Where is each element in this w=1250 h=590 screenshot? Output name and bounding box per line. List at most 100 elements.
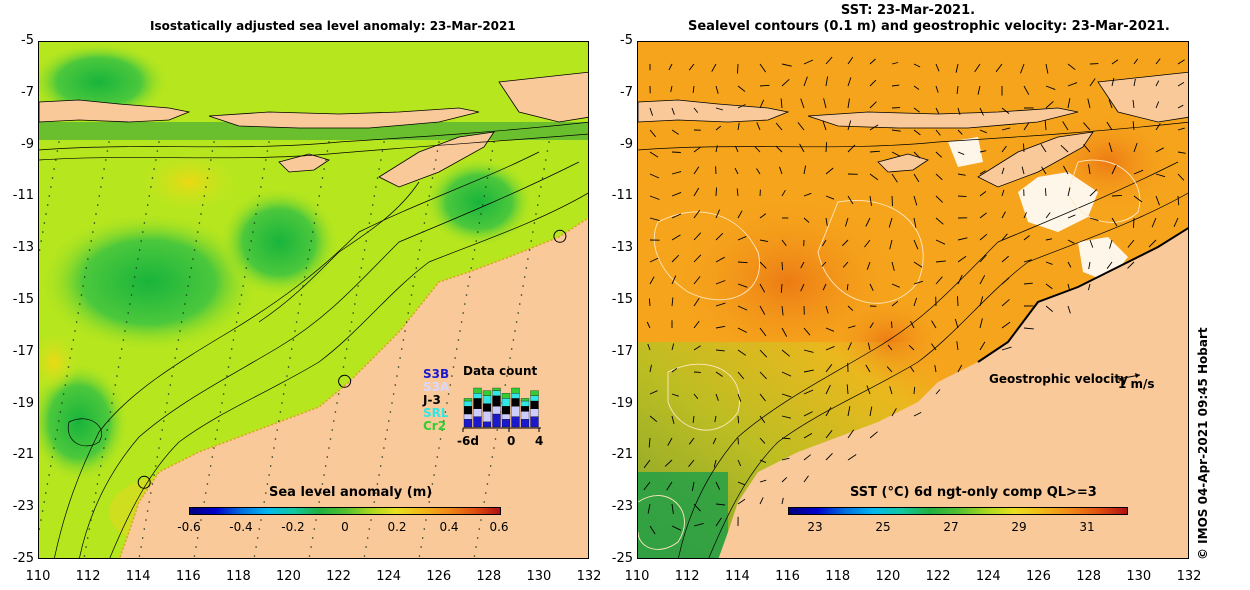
velocity-arrow [957, 296, 959, 307]
track-point [514, 330, 516, 332]
track-point [56, 150, 59, 152]
sla-low-anomaly [39, 362, 129, 482]
lat-tick-label: -11 [12, 188, 34, 204]
velocity-arrow [671, 151, 681, 153]
velocity-arrow [979, 150, 987, 153]
track-point [407, 312, 410, 314]
velocity-arrow [1023, 327, 1034, 330]
velocity-arrow [759, 261, 767, 269]
lon-tick-label: 128 [476, 569, 502, 584]
altimeter-tracks [39, 141, 550, 557]
velocity-arrow [825, 430, 833, 439]
velocity-arrow [781, 239, 787, 246]
velocity-arrow [1001, 145, 1007, 153]
mission-list: S3B S3A J-3 SRL Cr2 [423, 368, 449, 433]
velocity-arrow [891, 151, 901, 157]
track-point [273, 447, 275, 449]
histogram-bar [473, 393, 482, 399]
sst-map-canvas [638, 42, 1188, 558]
track-point [480, 213, 482, 215]
lon-tick-label: 122 [326, 569, 351, 584]
track-point [138, 555, 141, 557]
track-point [473, 555, 476, 557]
velocity-arrow [821, 261, 827, 267]
histogram-bar [530, 408, 539, 417]
track-point [472, 258, 474, 260]
track-point [46, 204, 49, 206]
velocity-arrow [780, 283, 783, 293]
track-point [333, 420, 335, 422]
track-point [394, 384, 397, 386]
velocity-arrow [799, 143, 805, 153]
velocity-arrow [847, 144, 856, 153]
velocity-arrow [825, 407, 832, 417]
velocity-arrow [1023, 235, 1030, 241]
track-point [308, 555, 311, 557]
velocity-arrow [759, 84, 770, 87]
velocity-arrow [1106, 261, 1113, 269]
track-point [431, 483, 434, 485]
track-point [265, 159, 267, 161]
track-point [127, 312, 129, 314]
sla-colorbar-tick: 0.6 [489, 520, 509, 534]
velocity-arrow [869, 101, 877, 109]
track-point [375, 492, 377, 494]
velocity-arrow [1132, 99, 1135, 109]
velocity-arrow [688, 63, 695, 71]
track-point [92, 231, 94, 233]
track-point [167, 393, 170, 395]
velocity-arrow [671, 367, 678, 373]
track-point [287, 366, 290, 368]
track-point [459, 330, 461, 332]
track-point [85, 546, 87, 548]
track-point [117, 366, 120, 368]
velocity-arrow [713, 459, 717, 468]
velocity-arrow [821, 239, 827, 247]
track-point [481, 204, 484, 206]
velocity-arrow [803, 327, 811, 336]
track-point [496, 429, 499, 431]
velocity-arrow [1044, 120, 1047, 131]
velocity-arrow [1001, 189, 1005, 197]
data-count-inset: Data count S3B S3A J-3 SRL Cr2 -6d 0 4 [421, 362, 561, 452]
velocity-arrow [649, 107, 654, 116]
track-point [135, 267, 138, 269]
track-point [190, 267, 193, 269]
histogram-bar [520, 400, 530, 407]
track-point [248, 249, 251, 251]
track-point [232, 339, 235, 341]
velocity-arrow [913, 297, 918, 307]
velocity-arrow [781, 371, 792, 377]
histogram-bar [463, 406, 473, 415]
track-point [425, 519, 427, 521]
track-point [527, 258, 529, 260]
velocity-arrow [693, 345, 701, 351]
track-point [243, 276, 246, 278]
track-point [452, 366, 455, 368]
track-point [80, 294, 83, 296]
track-point [226, 375, 228, 377]
histogram-bar [492, 390, 501, 396]
track-point [66, 375, 68, 377]
depth-contour [258, 181, 420, 323]
velocity-arrow [737, 371, 745, 380]
velocity-arrow [847, 342, 852, 351]
velocity-arrow [693, 209, 701, 219]
velocity-arrow [781, 349, 790, 357]
velocity-arrow [737, 210, 743, 219]
velocity-arrow [715, 503, 726, 506]
track-point [439, 438, 442, 440]
velocity-arrow [869, 150, 880, 153]
track-point [187, 285, 189, 287]
lon-tick-label: 124 [975, 569, 1001, 584]
track-point [295, 321, 298, 323]
sla-map: Data count S3B S3A J-3 SRL Cr2 -6d 0 4 S… [38, 41, 589, 559]
velocity-arrow [756, 122, 761, 131]
histogram-bar [511, 398, 520, 407]
velocity-arrow [715, 280, 726, 285]
sla-colorbar-tick: -0.4 [229, 520, 253, 534]
velocity-arrow [1023, 259, 1032, 263]
track-point [83, 555, 86, 557]
velocity-arrow [825, 56, 833, 65]
track-point [512, 339, 515, 341]
